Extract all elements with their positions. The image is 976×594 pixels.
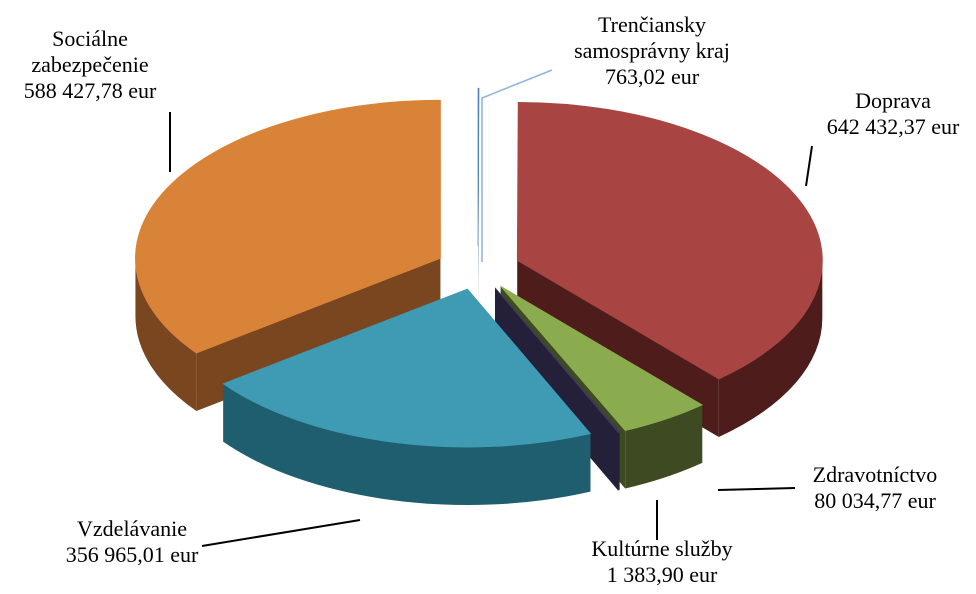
slice xyxy=(494,287,621,433)
category-label: Vzdelávanie xyxy=(77,516,187,541)
value-label: 588 427,78 eur xyxy=(23,78,157,103)
leader-line xyxy=(201,519,361,547)
category-label: Trenčiansky samosprávny kraj xyxy=(574,12,730,63)
category-label: Sociálne zabezpečenie xyxy=(31,26,149,77)
slice-label: Kultúrne služby 1 383,90 eur xyxy=(562,536,762,588)
slice xyxy=(222,288,592,448)
category-label: Doprava xyxy=(855,88,931,113)
slice-label: Doprava 642 432,37 eur xyxy=(798,88,976,140)
slice-side xyxy=(223,383,591,506)
slice xyxy=(477,87,480,247)
slice-label: Trenčiansky samosprávny kraj 763,02 eur xyxy=(547,12,757,90)
leader-line xyxy=(805,145,813,187)
value-label: 356 965,01 eur xyxy=(65,542,199,567)
slices xyxy=(135,87,823,506)
value-label: 1 383,90 eur xyxy=(606,562,718,587)
leader-line xyxy=(717,487,796,491)
category-label: Kultúrne služby xyxy=(591,536,733,561)
slice-label: Sociálne zabezpečenie 588 427,78 eur xyxy=(5,26,175,104)
value-label: 80 034,77 eur xyxy=(814,488,936,513)
slice xyxy=(135,99,441,354)
value-label: 763,02 eur xyxy=(604,64,700,89)
leader-lines xyxy=(169,69,813,547)
slice-label: Vzdelávanie 356 965,01 eur xyxy=(37,516,227,568)
leader-line xyxy=(481,69,553,262)
slice-side xyxy=(618,432,620,491)
category-label: Zdravotníctvo xyxy=(812,462,938,487)
slice xyxy=(516,101,823,380)
slice xyxy=(500,285,704,431)
value-label: 642 432,37 eur xyxy=(826,114,960,139)
slice-side xyxy=(135,258,197,412)
slice-label: Zdravotníctvo 80 034,77 eur xyxy=(780,462,970,514)
